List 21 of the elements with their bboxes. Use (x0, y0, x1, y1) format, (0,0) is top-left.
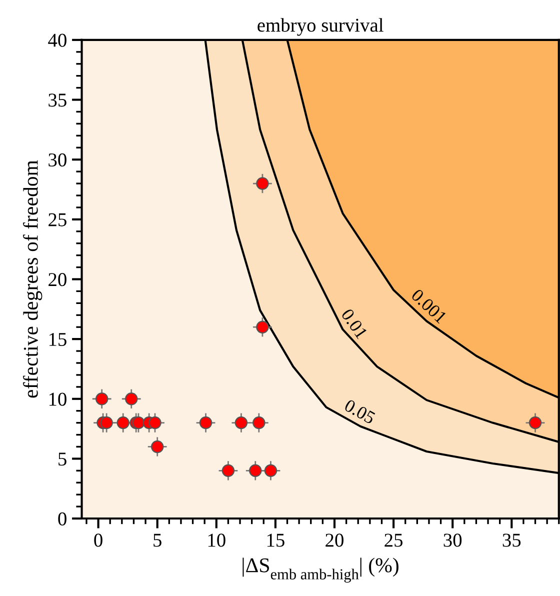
x-tick-label: 5 (154, 534, 162, 547)
x-tick-label: 10 (208, 534, 226, 547)
x-tick-label: 30 (444, 534, 462, 547)
y-tick-label: 5 (58, 452, 66, 466)
x-tick-label: 20 (326, 534, 344, 547)
y-tick-label: 20 (48, 273, 66, 286)
chart-title: embryo survival (258, 18, 384, 36)
x-tick-label: 35 (502, 534, 521, 547)
y-tick-label: 10 (49, 392, 66, 406)
annotation: 0.01 (340, 308, 368, 340)
y-axis-title: effective degrees of freedom (23, 160, 42, 398)
y-tick-label: 40 (48, 34, 66, 47)
x-tick-label: 25 (384, 534, 403, 547)
y-tick-label: 30 (48, 153, 66, 167)
y-tick-label: 0 (58, 512, 66, 526)
y-tick-label: 35 (48, 94, 66, 107)
y-tick-label: 15 (49, 332, 66, 346)
x-tick-label: 0 (94, 534, 102, 547)
annotation: 0.05 (344, 398, 376, 424)
x-tick-label: 15 (267, 534, 284, 547)
y-tick-label: 25 (48, 213, 66, 226)
